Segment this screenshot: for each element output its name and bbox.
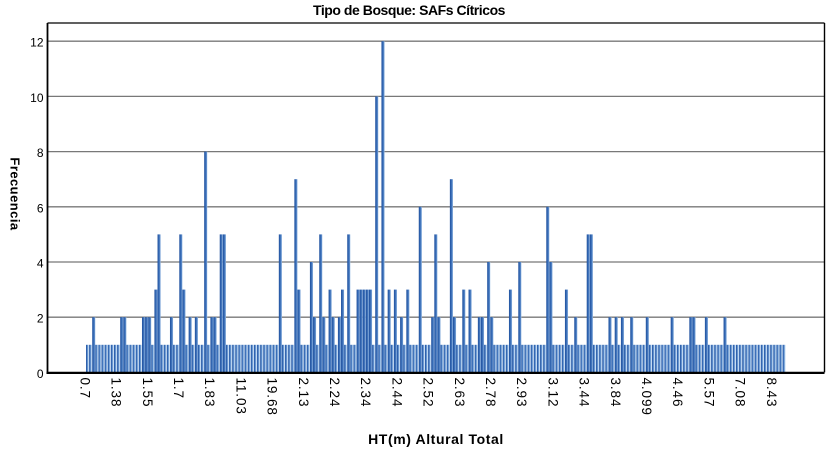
svg-text:0.7: 0.7: [77, 378, 92, 399]
svg-text:2.52: 2.52: [421, 378, 436, 408]
svg-text:8.43: 8.43: [764, 378, 779, 408]
svg-text:1.55: 1.55: [140, 378, 155, 408]
svg-text:2.13: 2.13: [296, 378, 311, 408]
svg-text:0: 0: [37, 367, 44, 381]
svg-text:HT(m) Altural Total: HT(m) Altural Total: [368, 431, 504, 447]
svg-text:1.7: 1.7: [171, 378, 186, 399]
svg-text:11.03: 11.03: [233, 378, 248, 415]
svg-text:4: 4: [37, 257, 44, 271]
svg-text:Tipo de Bosque: SAFs Cítricos: Tipo de Bosque: SAFs Cítricos: [313, 2, 506, 18]
svg-text:12: 12: [30, 36, 44, 50]
svg-text:2: 2: [37, 312, 44, 326]
svg-text:6: 6: [37, 201, 44, 215]
svg-text:3.44: 3.44: [577, 378, 592, 408]
svg-text:8: 8: [37, 146, 44, 160]
svg-text:19.68: 19.68: [265, 378, 280, 416]
svg-text:3.12: 3.12: [545, 378, 560, 408]
svg-text:4.099: 4.099: [639, 378, 654, 416]
svg-text:2.24: 2.24: [327, 378, 342, 408]
svg-text:2.34: 2.34: [358, 378, 373, 408]
svg-text:5.57: 5.57: [701, 378, 716, 408]
svg-text:Frecuencia: Frecuencia: [8, 157, 23, 230]
svg-text:4.46: 4.46: [670, 378, 685, 408]
svg-text:1.38: 1.38: [109, 378, 124, 408]
svg-text:2.78: 2.78: [483, 378, 498, 408]
svg-text:1.83: 1.83: [202, 378, 217, 408]
svg-text:3.84: 3.84: [608, 378, 623, 408]
svg-text:2.44: 2.44: [389, 378, 404, 408]
svg-text:7.08: 7.08: [733, 378, 748, 408]
svg-text:2.63: 2.63: [452, 378, 467, 408]
svg-text:10: 10: [30, 91, 44, 105]
svg-text:2.93: 2.93: [514, 378, 529, 408]
